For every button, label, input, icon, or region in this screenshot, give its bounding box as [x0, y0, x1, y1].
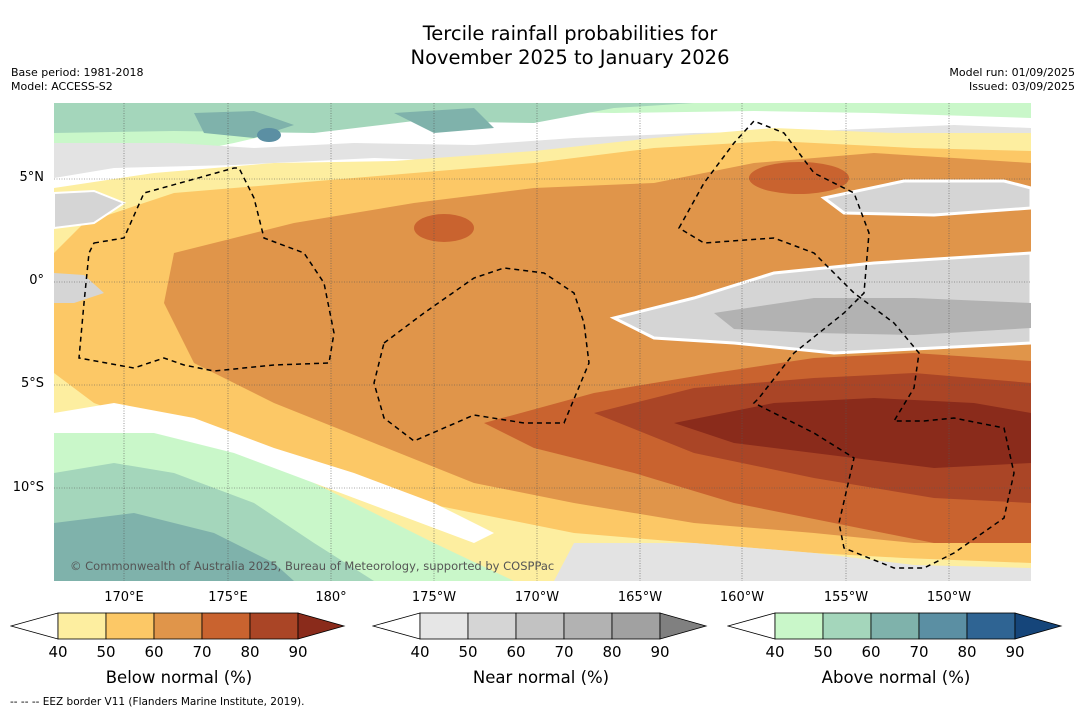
colorbar-min-extension — [372, 612, 421, 640]
lon-label-155w: 155°W — [823, 590, 869, 605]
colorbar-tick-label: 80 — [957, 643, 977, 661]
colorbar-max-extension — [1014, 612, 1063, 640]
west-near-normal-region-2 — [54, 273, 104, 303]
near-normal-colorbar — [372, 612, 708, 640]
colorbar-tick-label: 90 — [288, 643, 308, 661]
colorbar-segment — [201, 612, 251, 640]
colorbar-segment — [563, 612, 613, 640]
above-normal-colorbar — [727, 612, 1063, 640]
colorbar-tick-label: 90 — [650, 643, 670, 661]
colorbar-tick-label: 40 — [48, 643, 68, 661]
colorbar-segment — [966, 612, 1016, 640]
colorbar-tick-label: 50 — [458, 643, 478, 661]
colorbar-tick-label: 50 — [813, 643, 833, 661]
lon-label-160w: 160°W — [719, 590, 765, 605]
west-near-normal-region — [54, 189, 127, 230]
probability-map: © Commonwealth of Australia 2025, Bureau… — [54, 103, 1031, 581]
colorbar-tick-label: 80 — [240, 643, 260, 661]
title-line-1: Tercile rainfall probabilities for — [422, 22, 718, 45]
colorbar-segment — [822, 612, 872, 640]
colorbar-segment — [57, 612, 107, 640]
graticule — [54, 103, 1031, 581]
colorbar-tick-label: 60 — [506, 643, 526, 661]
colorbar-tick-label: 60 — [861, 643, 881, 661]
colorbar-segment — [918, 612, 968, 640]
colorbar-segment — [611, 612, 661, 640]
eez-borders — [78, 120, 1015, 569]
below-normal-colorbar — [10, 612, 346, 640]
colorbar-segment — [467, 612, 517, 640]
issued-date: Issued: 03/09/2025 — [968, 80, 1075, 93]
colorbar-segment — [105, 612, 155, 640]
model-run-info: Model run: 01/09/2025 Issued: 03/09/2025 — [949, 66, 1075, 94]
colorbar-min-extension — [727, 612, 776, 640]
near-normal-label: Near normal (%) — [472, 668, 610, 687]
lat-label-10s: 10°S — [12, 480, 44, 495]
model-name: Model: ACCESS-S2 — [11, 80, 113, 93]
colorbar-tick-label: 70 — [909, 643, 929, 661]
lon-label-170e: 170°E — [104, 590, 144, 605]
north-above-normal-70 — [257, 128, 281, 142]
base-period: Base period: 1981-2018 — [11, 66, 144, 79]
copyright-notice: © Commonwealth of Australia 2025, Bureau… — [70, 559, 554, 573]
south-above-normal-60 — [54, 513, 294, 581]
northeast-near-normal-region — [820, 179, 1031, 217]
below-normal-label: Below normal (%) — [105, 668, 253, 687]
southwest-white-gap — [54, 403, 494, 543]
south-near-normal-strip — [554, 543, 1031, 581]
base-period-info: Base period: 1981-2018 Model: ACCESS-S2 — [11, 66, 143, 94]
colorbar-tick-label: 40 — [765, 643, 785, 661]
colorbar-tick-label: 80 — [602, 643, 622, 661]
lon-label-175e: 175°E — [208, 590, 248, 605]
colorbar-segment — [153, 612, 203, 640]
lon-label-175w: 175°W — [411, 590, 457, 605]
below-normal-70-mid — [414, 214, 474, 242]
lat-label-5n: 5°N — [19, 170, 45, 185]
colorbar-segment — [419, 612, 469, 640]
colorbar-min-extension — [10, 612, 59, 640]
colorbar-tick-label: 40 — [410, 643, 430, 661]
lat-label-0: 0° — [29, 273, 44, 288]
colorbar-segment — [774, 612, 824, 640]
colorbar-max-extension — [297, 612, 346, 640]
colorbar-tick-label: 70 — [192, 643, 212, 661]
eez-footnote: -- -- -- EEZ border V11 (Flanders Marine… — [10, 696, 305, 708]
lat-label-5s: 5°S — [20, 376, 44, 391]
below-normal-90-south — [674, 398, 1031, 468]
below-normal-70-north — [749, 162, 849, 194]
colorbar-segment — [870, 612, 920, 640]
colorbar-segment — [249, 612, 299, 640]
colorbar-tick-label: 60 — [144, 643, 164, 661]
above-normal-label: Above normal (%) — [821, 668, 971, 687]
lon-label-180: 180° — [315, 590, 347, 605]
central-near-normal-60 — [714, 298, 1031, 335]
colorbar-segment — [515, 612, 565, 640]
colorbar-max-extension — [659, 612, 708, 640]
colorbar-tick-label: 70 — [554, 643, 574, 661]
map-title: Tercile rainfall probabilities for Novem… — [0, 22, 1085, 70]
lon-label-165w: 165°W — [617, 590, 663, 605]
lon-label-170w: 170°W — [514, 590, 560, 605]
colorbar-tick-label: 50 — [96, 643, 116, 661]
model-run-date: Model run: 01/09/2025 — [949, 66, 1075, 79]
title-line-2: November 2025 to January 2026 — [410, 46, 730, 69]
lon-label-150w: 150°W — [926, 590, 972, 605]
colorbar-tick-label: 90 — [1005, 643, 1025, 661]
